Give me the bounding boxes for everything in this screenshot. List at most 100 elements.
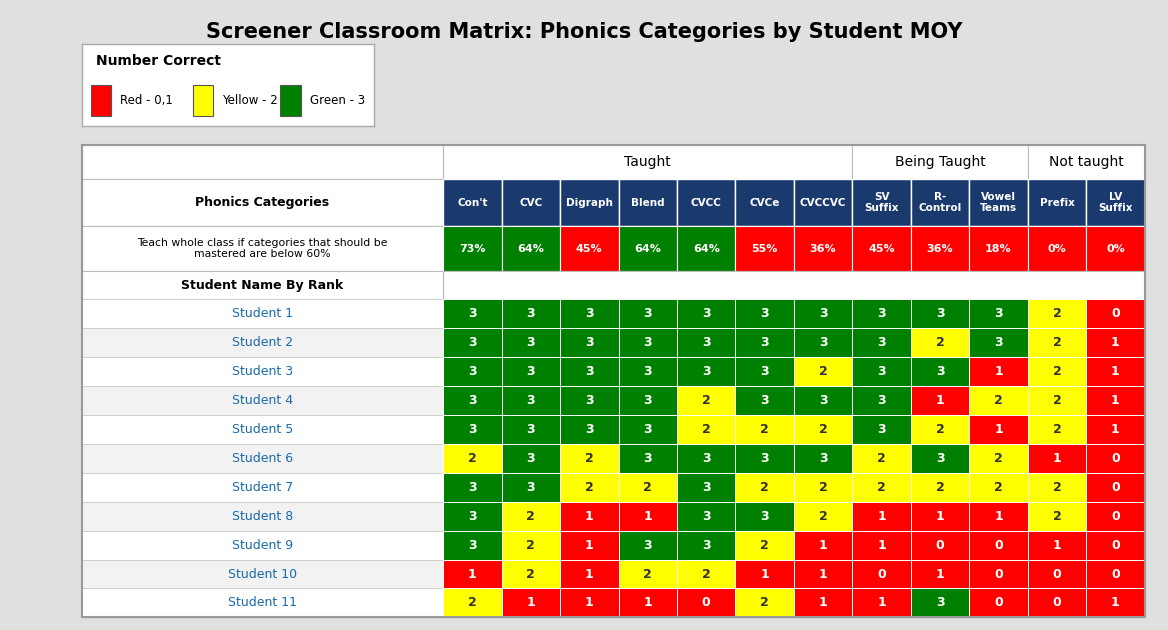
FancyBboxPatch shape bbox=[559, 357, 619, 386]
FancyBboxPatch shape bbox=[1086, 530, 1145, 559]
FancyBboxPatch shape bbox=[1086, 386, 1145, 415]
FancyBboxPatch shape bbox=[280, 85, 300, 116]
FancyBboxPatch shape bbox=[559, 179, 619, 226]
Text: Teach whole class if categories that should be
mastered are below 60%: Teach whole class if categories that sho… bbox=[137, 238, 388, 260]
FancyBboxPatch shape bbox=[443, 588, 501, 617]
Text: 3: 3 bbox=[702, 365, 710, 378]
FancyBboxPatch shape bbox=[91, 85, 111, 116]
Text: 3: 3 bbox=[760, 336, 769, 349]
FancyBboxPatch shape bbox=[677, 415, 736, 444]
FancyBboxPatch shape bbox=[1086, 588, 1145, 617]
Text: 3: 3 bbox=[702, 452, 710, 465]
FancyBboxPatch shape bbox=[853, 179, 911, 226]
Text: Vowel
Teams: Vowel Teams bbox=[980, 192, 1017, 214]
Text: 2: 2 bbox=[644, 481, 652, 494]
FancyBboxPatch shape bbox=[794, 530, 853, 559]
FancyBboxPatch shape bbox=[501, 444, 559, 473]
FancyBboxPatch shape bbox=[969, 530, 1028, 559]
FancyBboxPatch shape bbox=[911, 386, 969, 415]
FancyBboxPatch shape bbox=[1028, 179, 1086, 226]
FancyBboxPatch shape bbox=[736, 588, 794, 617]
FancyBboxPatch shape bbox=[82, 415, 443, 444]
Text: 1: 1 bbox=[644, 597, 652, 609]
FancyBboxPatch shape bbox=[82, 179, 443, 226]
Text: 2: 2 bbox=[585, 452, 593, 465]
FancyBboxPatch shape bbox=[677, 444, 736, 473]
Text: 1: 1 bbox=[819, 597, 827, 609]
Text: Student 7: Student 7 bbox=[231, 481, 293, 494]
FancyBboxPatch shape bbox=[736, 473, 794, 501]
Text: 3: 3 bbox=[819, 452, 827, 465]
Text: 45%: 45% bbox=[576, 244, 603, 254]
Text: 3: 3 bbox=[936, 597, 945, 609]
Text: 2: 2 bbox=[994, 452, 1003, 465]
FancyBboxPatch shape bbox=[736, 299, 794, 328]
FancyBboxPatch shape bbox=[677, 357, 736, 386]
Text: 1: 1 bbox=[1111, 597, 1120, 609]
FancyBboxPatch shape bbox=[1086, 501, 1145, 530]
Text: 3: 3 bbox=[760, 510, 769, 523]
FancyBboxPatch shape bbox=[794, 415, 853, 444]
Text: CVCe: CVCe bbox=[750, 198, 780, 207]
Text: 36%: 36% bbox=[926, 244, 953, 254]
FancyBboxPatch shape bbox=[969, 415, 1028, 444]
FancyBboxPatch shape bbox=[736, 179, 794, 226]
FancyBboxPatch shape bbox=[969, 473, 1028, 501]
Text: 3: 3 bbox=[585, 365, 593, 378]
Text: 3: 3 bbox=[468, 307, 477, 321]
Text: Number Correct: Number Correct bbox=[96, 54, 222, 68]
FancyBboxPatch shape bbox=[969, 386, 1028, 415]
Text: 1: 1 bbox=[994, 510, 1003, 523]
Text: 3: 3 bbox=[936, 307, 945, 321]
Text: 2: 2 bbox=[585, 481, 593, 494]
Text: 2: 2 bbox=[1052, 510, 1062, 523]
Text: 2: 2 bbox=[936, 336, 945, 349]
Text: 3: 3 bbox=[527, 307, 535, 321]
Text: 64%: 64% bbox=[517, 244, 544, 254]
Text: 3: 3 bbox=[760, 452, 769, 465]
Text: 0: 0 bbox=[1052, 597, 1062, 609]
FancyBboxPatch shape bbox=[82, 145, 1145, 617]
Text: 1: 1 bbox=[585, 597, 593, 609]
FancyBboxPatch shape bbox=[794, 588, 853, 617]
FancyBboxPatch shape bbox=[501, 559, 559, 588]
Text: 1: 1 bbox=[1111, 423, 1120, 436]
Text: 2: 2 bbox=[1052, 365, 1062, 378]
FancyBboxPatch shape bbox=[1028, 559, 1086, 588]
FancyBboxPatch shape bbox=[853, 299, 911, 328]
Text: 3: 3 bbox=[644, 452, 652, 465]
FancyBboxPatch shape bbox=[443, 530, 501, 559]
Text: 1: 1 bbox=[819, 568, 827, 580]
FancyBboxPatch shape bbox=[82, 386, 443, 415]
Text: 2: 2 bbox=[702, 568, 710, 580]
Text: 2: 2 bbox=[760, 597, 769, 609]
Text: 2: 2 bbox=[468, 597, 477, 609]
Text: 2: 2 bbox=[936, 481, 945, 494]
Text: 3: 3 bbox=[468, 394, 477, 407]
Text: 0: 0 bbox=[994, 539, 1003, 552]
FancyBboxPatch shape bbox=[619, 299, 677, 328]
FancyBboxPatch shape bbox=[619, 328, 677, 357]
FancyBboxPatch shape bbox=[677, 179, 736, 226]
Text: 3: 3 bbox=[702, 510, 710, 523]
Text: 3: 3 bbox=[877, 423, 885, 436]
FancyBboxPatch shape bbox=[736, 357, 794, 386]
Text: 3: 3 bbox=[877, 336, 885, 349]
FancyBboxPatch shape bbox=[443, 328, 501, 357]
FancyBboxPatch shape bbox=[853, 328, 911, 357]
Text: Digraph: Digraph bbox=[565, 198, 613, 207]
Text: 1: 1 bbox=[936, 510, 945, 523]
FancyBboxPatch shape bbox=[501, 226, 559, 271]
Text: 2: 2 bbox=[819, 365, 827, 378]
Text: 1: 1 bbox=[1052, 539, 1062, 552]
Text: 3: 3 bbox=[585, 423, 593, 436]
Text: 3: 3 bbox=[468, 365, 477, 378]
FancyBboxPatch shape bbox=[559, 226, 619, 271]
Text: 3: 3 bbox=[702, 481, 710, 494]
FancyBboxPatch shape bbox=[911, 530, 969, 559]
FancyBboxPatch shape bbox=[619, 415, 677, 444]
FancyBboxPatch shape bbox=[1028, 386, 1086, 415]
FancyBboxPatch shape bbox=[82, 501, 443, 530]
Text: 0: 0 bbox=[1111, 510, 1120, 523]
FancyBboxPatch shape bbox=[501, 501, 559, 530]
